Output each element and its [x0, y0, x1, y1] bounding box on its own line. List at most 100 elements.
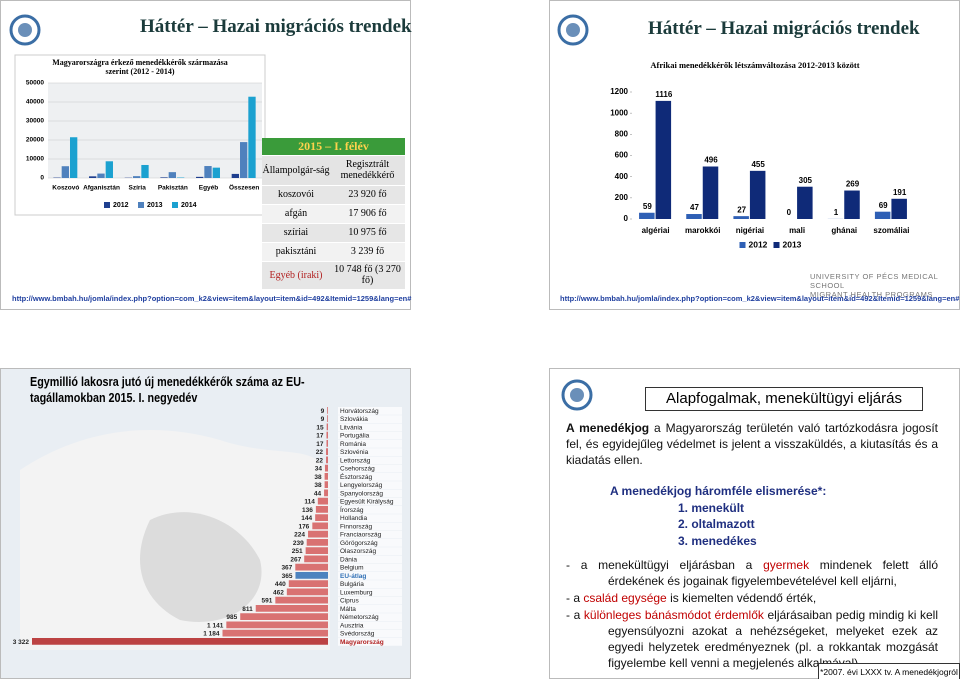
legend-label: 2012 — [113, 202, 129, 209]
category-label: Belgium — [340, 565, 363, 572]
category-label: Finnország — [340, 523, 373, 530]
bar — [305, 547, 328, 554]
chart-title: Afrikai menedékkérők létszámváltozása 20… — [650, 60, 860, 70]
legend-swatch — [773, 242, 780, 248]
data-label: 144 — [301, 515, 312, 522]
label-bg — [338, 588, 402, 597]
data-label: 34 — [315, 466, 323, 473]
bar — [295, 572, 328, 579]
slide-title: Alapfogalmak, menekültügyi eljárás — [645, 387, 923, 411]
x-tick-label: ghánai — [831, 226, 857, 235]
category-label: Németország — [340, 614, 379, 621]
category-label: Litvánia — [340, 424, 363, 431]
bar — [168, 172, 176, 178]
table-caption: 2015 – I. félév — [262, 138, 405, 156]
y-tick-label: 30000 — [26, 118, 44, 125]
category-label: Spanyolország — [340, 490, 383, 497]
label-bg — [338, 580, 402, 588]
data-label: 462 — [273, 589, 284, 596]
slide-frame — [549, 368, 960, 679]
bullet: - a különleges bánásmódot érdemlők eljár… — [566, 607, 938, 671]
bar — [326, 448, 328, 455]
x-tick-label: Pakisztán — [158, 185, 188, 192]
category-label: Olaszország — [340, 548, 377, 555]
bar — [105, 161, 113, 178]
x-tick-label: algériai — [642, 226, 670, 235]
highlight: különleges bánásmódot érdemlők — [583, 608, 764, 622]
category-label: Bulgária — [340, 581, 364, 588]
x-tick-label: Koszovó — [52, 185, 79, 192]
bar — [891, 198, 907, 219]
data-label: 1 184 — [203, 631, 220, 638]
label-bg — [338, 473, 402, 481]
data-label: 47 — [690, 203, 699, 212]
category-label: Portugália — [340, 433, 370, 440]
bar — [326, 440, 328, 447]
data-label: 305 — [799, 176, 813, 185]
data-label: 440 — [275, 581, 286, 588]
bullet-text: mindenek felett álló érdekének és jogain… — [608, 558, 938, 588]
y-tick-label: 200 — [615, 193, 629, 202]
bar — [733, 216, 749, 219]
bullet-text: - a — [566, 591, 584, 605]
data-label: 224 — [294, 532, 305, 539]
data-label: 251 — [292, 548, 303, 555]
table-cell: Egyéb (iraki) — [262, 261, 330, 290]
table-cell: koszovói — [262, 185, 330, 205]
category-label: Ausztria — [340, 622, 364, 629]
bar — [306, 539, 328, 546]
category-label: Egyesült Királyság — [340, 499, 394, 506]
plot-area — [48, 83, 262, 178]
bar — [255, 605, 328, 612]
legend-label: 2014 — [181, 202, 197, 209]
intro-text: a Magyarország területén való tartózkodá… — [566, 421, 938, 467]
table-header: Állampolgár-ság — [262, 155, 330, 186]
bar — [89, 176, 97, 178]
category-label: Csehország — [340, 466, 375, 473]
category-label: Görögország — [340, 540, 378, 547]
data-label: 239 — [293, 540, 304, 547]
table-row: Egyéb (iraki) 10 748 fő (3 270 fő) — [262, 261, 405, 290]
highlight: gyermek — [763, 558, 810, 572]
legend-label: 2013 — [783, 239, 802, 249]
heading: A menedékjog háromféle elismerése*: — [610, 484, 827, 498]
label-bg — [338, 522, 402, 531]
x-tick-label: mali — [789, 226, 805, 235]
table-row: koszovói 23 920 fő — [262, 185, 405, 205]
data-label: 38 — [314, 474, 322, 481]
table-row: szíriai 10 975 fő — [262, 223, 405, 243]
data-label: 69 — [879, 201, 888, 210]
bullet: - a menekültügyi eljárásban a gyermek mi… — [566, 557, 938, 589]
bullet-text: - a menekültügyi eljárásban a — [566, 558, 764, 572]
y-tick-label: 600 — [615, 151, 629, 160]
x-tick-label: szomáliai — [873, 226, 909, 235]
category-label: Dánia — [340, 556, 357, 563]
label-bg — [338, 456, 402, 465]
x-tick-label: marokkói — [685, 226, 721, 235]
label-bg — [338, 613, 402, 621]
data-label: 985 — [226, 614, 237, 621]
bar — [324, 464, 328, 472]
category-label: Luxemburg — [340, 589, 373, 596]
legend-swatch — [172, 202, 178, 208]
x-tick-label: Szíria — [128, 185, 146, 192]
bar — [312, 522, 328, 530]
data-label: 17 — [316, 441, 324, 448]
label-bg — [338, 497, 402, 506]
data-label: 191 — [893, 188, 907, 197]
data-label: 0 — [787, 208, 792, 217]
table-cell: szíriai — [262, 223, 330, 243]
bar — [327, 407, 328, 414]
table-header: Regisztrált menedékkérő — [330, 155, 405, 186]
bar — [315, 506, 328, 513]
bar — [240, 613, 328, 620]
intro-term: A menedékjog — [566, 421, 650, 435]
map-shape — [140, 512, 262, 622]
label-bg — [338, 464, 402, 473]
bar — [275, 596, 328, 604]
table-cell: 17 906 fő — [330, 204, 405, 224]
list-item: 3. menedékes — [678, 533, 757, 548]
data-label: 591 — [261, 598, 272, 605]
bar — [317, 497, 328, 505]
